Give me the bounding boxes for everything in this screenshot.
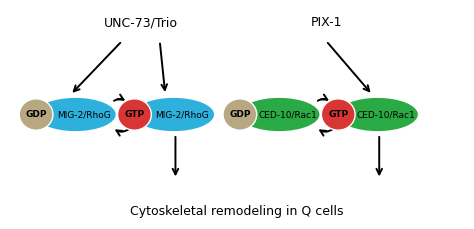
Text: MIG-2/RhoG: MIG-2/RhoG (57, 110, 111, 119)
Ellipse shape (19, 99, 53, 130)
Text: UNC-73/Trio: UNC-73/Trio (104, 16, 178, 29)
Text: GTP: GTP (328, 110, 348, 119)
Text: MIG-2/RhoG: MIG-2/RhoG (155, 110, 209, 119)
Ellipse shape (35, 97, 117, 132)
Ellipse shape (238, 97, 320, 132)
Ellipse shape (223, 99, 257, 130)
Text: Cytoskeletal remodeling in Q cells: Cytoskeletal remodeling in Q cells (130, 205, 344, 218)
Text: GDP: GDP (25, 110, 47, 119)
Ellipse shape (133, 97, 215, 132)
Ellipse shape (337, 97, 419, 132)
Text: CED-10/Rac1: CED-10/Rac1 (258, 110, 317, 119)
Text: PIX-1: PIX-1 (310, 16, 342, 29)
Ellipse shape (118, 99, 151, 130)
Text: GTP: GTP (124, 110, 145, 119)
Text: GDP: GDP (229, 110, 251, 119)
Text: CED-10/Rac1: CED-10/Rac1 (356, 110, 415, 119)
Ellipse shape (321, 99, 355, 130)
